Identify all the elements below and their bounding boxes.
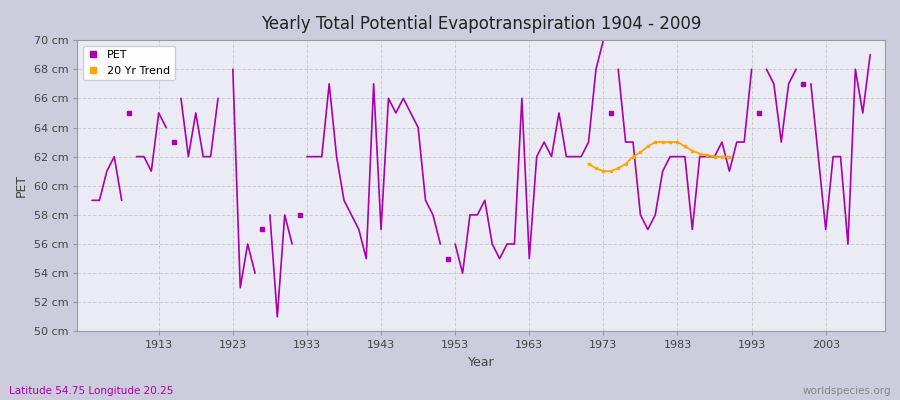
Y-axis label: PET: PET — [15, 174, 28, 197]
Text: worldspecies.org: worldspecies.org — [803, 386, 891, 396]
Text: Latitude 54.75 Longitude 20.25: Latitude 54.75 Longitude 20.25 — [9, 386, 174, 396]
Title: Yearly Total Potential Evapotranspiration 1904 - 2009: Yearly Total Potential Evapotranspiratio… — [261, 15, 701, 33]
X-axis label: Year: Year — [468, 356, 494, 369]
Legend: PET, 20 Yr Trend: PET, 20 Yr Trend — [83, 46, 175, 80]
